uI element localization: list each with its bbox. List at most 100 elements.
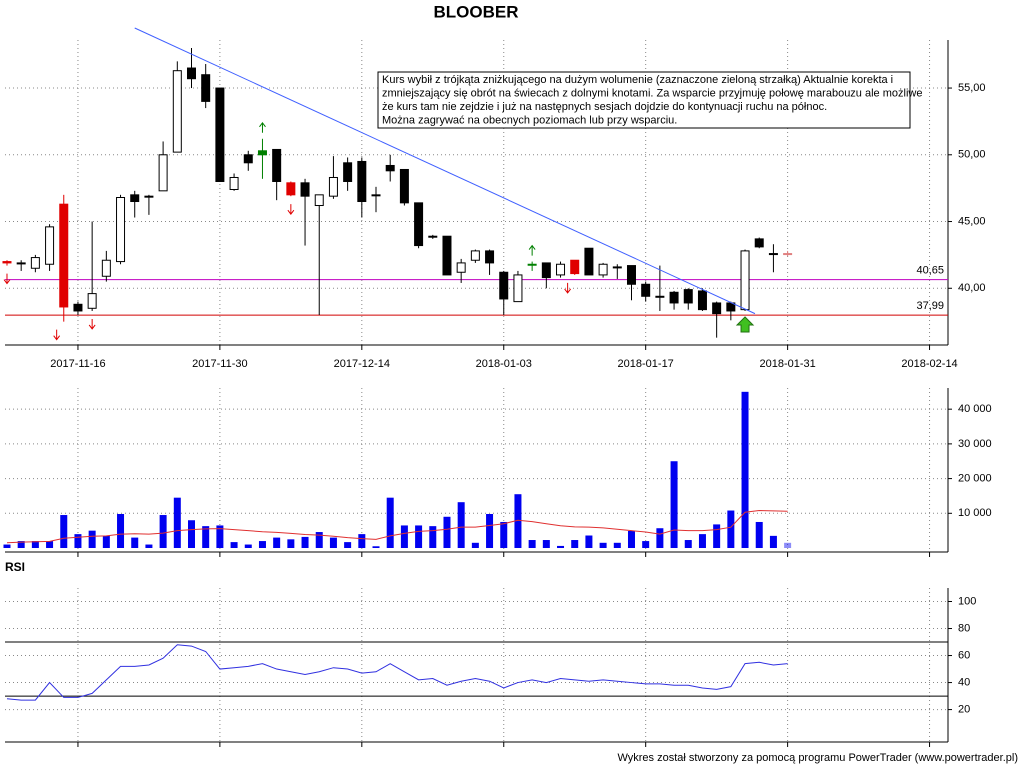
candle-body [101, 259, 111, 277]
y-tick-label: 40 [958, 676, 970, 688]
candle-body [740, 250, 750, 311]
candle-body [485, 250, 495, 264]
volume-bar [741, 391, 749, 549]
candle-body [428, 235, 438, 238]
volume-bar [627, 531, 635, 549]
candle-body [130, 194, 140, 203]
volume-bar [131, 537, 139, 549]
y-tick-label: 10 000 [958, 507, 992, 519]
candle-body [584, 247, 594, 276]
volume-bar [386, 497, 394, 549]
volume-average [6, 510, 788, 544]
volume-bar [3, 544, 11, 549]
candle-body [470, 250, 480, 261]
candle-body [612, 266, 622, 269]
y-tick-label: 40,00 [958, 282, 986, 294]
candle-body [641, 283, 651, 297]
volume-bar [642, 541, 650, 549]
volume-bar [471, 542, 479, 549]
candle-body [442, 235, 452, 276]
volume-bar [713, 524, 721, 549]
candle-body [513, 274, 523, 303]
volume-bar [216, 525, 224, 549]
candle-body [158, 154, 168, 192]
volume-bar [372, 546, 380, 549]
annotation-line: że kurs tam nie zejdzie i już na następn… [382, 101, 827, 113]
candle-body [314, 194, 324, 207]
volume-bar [230, 542, 238, 549]
candle-body [172, 70, 182, 153]
down-signal [564, 282, 572, 294]
volume-bar [457, 502, 465, 549]
buy-signal [735, 316, 755, 333]
candle-body [754, 238, 764, 248]
volume-bar [102, 535, 110, 549]
volume-bar [500, 521, 508, 549]
volume-bar [88, 530, 96, 549]
footer: Wykres został stworzony za pomocą progra… [617, 752, 1018, 764]
volume-bar [684, 540, 692, 549]
x-tick-label: 2018-01-03 [476, 358, 532, 370]
volume-bar [429, 526, 437, 549]
candle-body [697, 290, 707, 311]
y-tick-label: 20 [958, 703, 970, 715]
annotation-line: Kurs wybił z trójkąta zniżkującego na du… [382, 74, 893, 86]
candle-body [243, 154, 253, 164]
volume-bar [46, 541, 54, 549]
level-label: 37,99 [916, 300, 944, 312]
volume-bar [769, 535, 777, 549]
candle-body [16, 262, 26, 265]
level-label: 40,65 [916, 265, 944, 277]
volume-bar [31, 541, 39, 549]
volume-bar [727, 510, 735, 549]
down-signal [3, 273, 11, 285]
candle-body [371, 194, 381, 197]
volume-bar [557, 545, 565, 549]
candle-body [541, 262, 551, 279]
volume-bar [443, 516, 451, 549]
volume-bar [117, 513, 125, 549]
volume-bar [542, 540, 550, 549]
down-signal [88, 318, 96, 330]
up-signal [528, 244, 536, 256]
volume-bar [258, 541, 266, 549]
y-tick-label: 55,00 [958, 82, 986, 94]
volume-bar [74, 534, 82, 549]
candle-body [45, 226, 55, 265]
volume-bar [585, 535, 593, 549]
volume-bar [755, 521, 763, 549]
candle-body [73, 303, 83, 312]
chart-title: BLOOBER [434, 2, 519, 21]
volume-bar [159, 515, 167, 549]
volume-bar [400, 525, 408, 549]
candle-body [272, 148, 282, 182]
volume-bar [415, 525, 423, 549]
candle-body [144, 195, 154, 198]
rsi-line [6, 644, 788, 701]
volume-bar [329, 537, 337, 549]
volume-bar [301, 536, 309, 549]
candle-body [598, 263, 608, 276]
trend-line [134, 27, 756, 315]
volume-bar [273, 537, 281, 549]
x-tick-label: 2017-12-14 [334, 358, 390, 370]
volume-bar [187, 520, 195, 549]
candle-body [570, 259, 580, 275]
up-signal [259, 121, 266, 133]
x-tick-label: 2018-02-14 [901, 358, 957, 370]
x-tick-label: 2018-01-31 [759, 358, 815, 370]
volume-bar [244, 544, 252, 549]
candle-body [768, 253, 778, 256]
candle-body [683, 289, 693, 304]
volume-bar [344, 542, 352, 549]
candle-body [229, 176, 239, 190]
volume-bar [656, 528, 664, 549]
candle-body [30, 257, 40, 269]
candle-body [59, 203, 69, 308]
annotation-box [377, 71, 911, 129]
candle-body [655, 295, 665, 298]
y-tick-label: 20 000 [958, 472, 992, 484]
candle-body [556, 263, 566, 276]
candle-body [343, 162, 353, 182]
